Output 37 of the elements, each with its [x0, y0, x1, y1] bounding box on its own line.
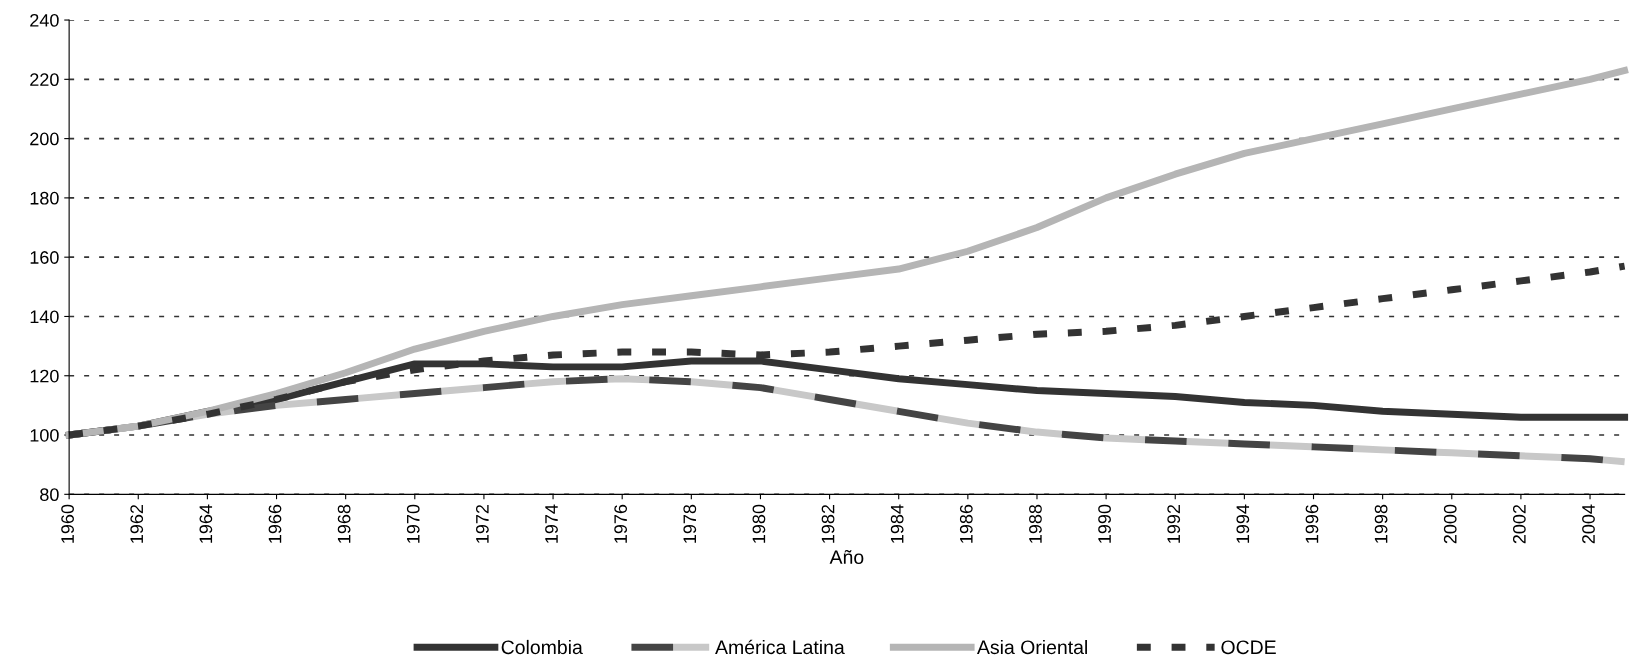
y-tick-label: 180 — [30, 191, 59, 205]
x-tick-label: 1970 — [406, 504, 420, 543]
x-tick-label: 1990 — [1098, 504, 1111, 543]
y-tick-label: 160 — [30, 251, 59, 264]
y-tick-label: 240 — [30, 13, 59, 27]
x-tick-label: 1974 — [545, 504, 558, 543]
x-tick-label: 1962 — [130, 504, 144, 543]
y-tick-label: 220 — [30, 73, 59, 87]
legend-label: Asia Oriental — [976, 639, 1087, 655]
x-tick-label: 1976 — [614, 504, 628, 543]
y-tick-label: 120 — [30, 369, 59, 383]
x-axis-title: Año — [829, 549, 864, 565]
y-tick-label: 200 — [30, 132, 59, 146]
y-tick-label: 100 — [30, 428, 59, 442]
x-tick-label: 1988 — [1029, 504, 1042, 543]
y-tick-label: 140 — [30, 310, 59, 324]
x-tick-label: 2002 — [1512, 504, 1526, 544]
x-tick-label: 1972 — [475, 504, 489, 543]
x-tick-label: 1960 — [61, 504, 74, 543]
x-tick-label: 2000 — [1443, 504, 1457, 544]
legend-label: OCDE — [1221, 640, 1276, 655]
legend-label: Colombia — [501, 639, 583, 655]
x-tick-label: 1980 — [752, 504, 766, 543]
x-tick-label: 1992 — [1167, 504, 1181, 543]
x-tick-label: 1994 — [1236, 504, 1250, 543]
x-tick-label: 1966 — [268, 504, 282, 543]
x-tick-label: 1982 — [821, 504, 835, 543]
legend-label: América Latina — [715, 639, 845, 655]
x-tick-label: 1986 — [959, 504, 973, 543]
x-tick-label: 1984 — [890, 504, 904, 543]
x-tick-label: 2004 — [1582, 504, 1595, 544]
x-tick-label: 1998 — [1374, 504, 1388, 543]
x-tick-label: 1996 — [1305, 504, 1319, 543]
x-tick-label: 1964 — [199, 504, 213, 543]
x-tick-label: 1978 — [683, 504, 697, 543]
y-tick-label: 80 — [40, 488, 59, 502]
x-tick-label: 1968 — [337, 504, 351, 543]
